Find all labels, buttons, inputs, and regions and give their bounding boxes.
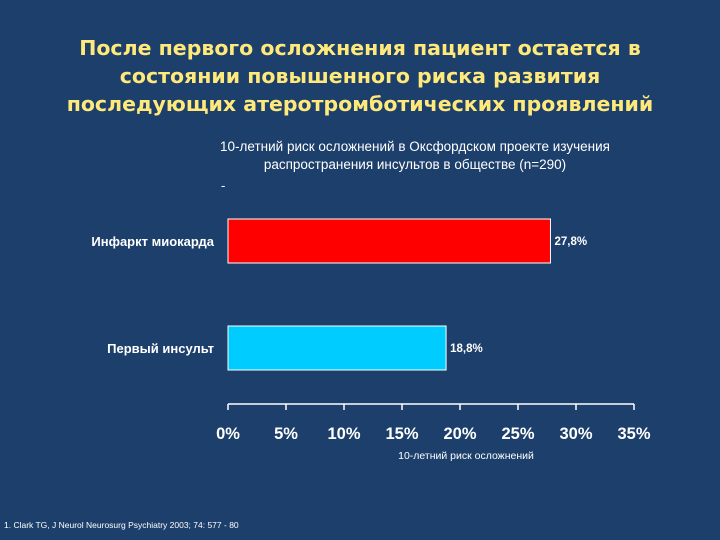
bars bbox=[227, 218, 551, 371]
bar-1 bbox=[227, 218, 551, 264]
dash-mark: - bbox=[221, 178, 226, 193]
x-tick-label: 20% bbox=[443, 425, 476, 443]
category-label-2: Первый инсульт bbox=[107, 341, 214, 356]
bar-2 bbox=[227, 325, 447, 371]
title-line-1: После первого осложнения пациент остаетс… bbox=[79, 36, 641, 60]
slide-title: После первого осложнения пациент остаетс… bbox=[0, 34, 720, 118]
x-tick-label: 10% bbox=[327, 425, 360, 443]
category-label-1: Инфаркт миокарда bbox=[91, 234, 214, 249]
x-tick-label: 35% bbox=[617, 425, 650, 443]
x-tick-label: 0% bbox=[216, 425, 240, 443]
category-labels: Инфаркт миокарда Первый инсульт bbox=[91, 234, 214, 356]
subtitle-line-1: 10-летний риск осложнений в Оксфордском … bbox=[220, 139, 610, 154]
data-label-2: 18,8% bbox=[450, 343, 483, 355]
title-line-2: состоянии повышенного риска развития bbox=[119, 64, 601, 88]
footnote: 1. Clark TG, J Neurol Neurosurg Psychiat… bbox=[4, 520, 239, 530]
x-tick-label: 5% bbox=[274, 425, 298, 443]
x-axis-label: 10-летний риск осложнений bbox=[398, 450, 534, 462]
title-line-3: последующих атеротромботических проявлен… bbox=[66, 92, 654, 116]
x-axis-ticks: 0% 5% 10% 15% 20% 25% 30% 35% bbox=[216, 404, 651, 443]
x-tick-label: 15% bbox=[385, 425, 418, 443]
x-tick-label: 30% bbox=[559, 425, 592, 443]
data-label-1: 27,8% bbox=[554, 236, 587, 248]
subtitle-line-2: распространения инсультов в обществе (n=… bbox=[263, 157, 567, 172]
data-labels: 27,8% 18,8% bbox=[450, 236, 587, 355]
x-tick-label: 25% bbox=[501, 425, 534, 443]
chart-subtitle: 10-летний риск осложнений в Оксфордском … bbox=[170, 138, 660, 174]
